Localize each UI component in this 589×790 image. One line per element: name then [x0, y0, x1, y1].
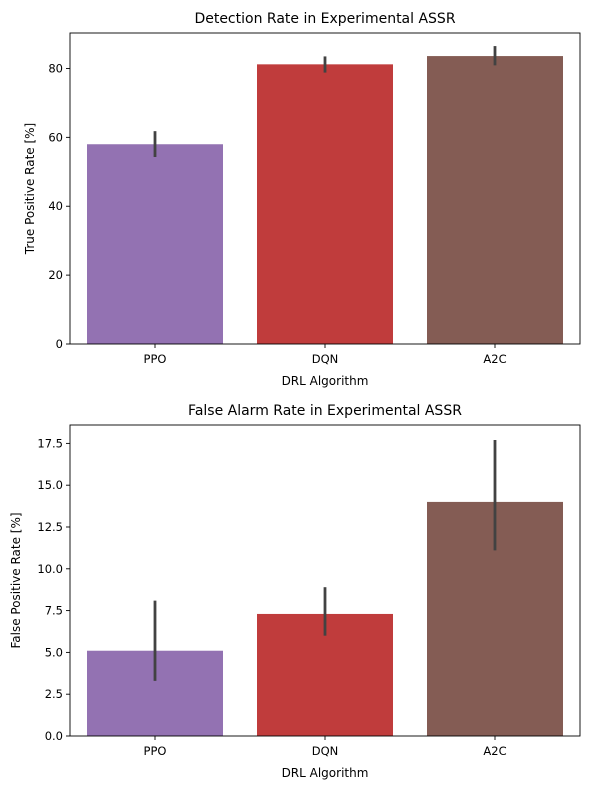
x-tick-label: PPO — [144, 352, 167, 366]
x-tick-label: A2C — [483, 352, 506, 366]
chart-detection-rate: Detection Rate in Experimental ASSR 0 20 4… — [23, 11, 581, 388]
y-tick-label: 20 — [48, 268, 63, 282]
bar — [87, 144, 223, 344]
x-axis-label: DRL Algorithm — [282, 766, 369, 780]
x-tick-label: DQN — [312, 744, 339, 758]
y-tick-label: 12.5 — [37, 520, 63, 534]
y-tick-label: 40 — [48, 199, 63, 213]
chart-title: Detection Rate in Experimental ASSR — [194, 11, 455, 27]
y-tick-label: 80 — [48, 61, 63, 75]
plot-area: 0.0 2.5 5.0 7.5 10.0 12.5 15.0 17.5 PPO DQN A2C — [37, 424, 581, 758]
x-axis-label: DRL Algorithm — [282, 374, 369, 388]
x-tick-label: DQN — [312, 352, 339, 366]
chart-false-alarm-rate: False Alarm Rate in Experimental ASSR 0.… — [9, 403, 581, 780]
bar — [427, 56, 563, 344]
y-tick-label: 0 — [56, 337, 63, 351]
y-tick-label: 60 — [48, 130, 63, 144]
y-axis-label: True Positive Rate [%] — [23, 123, 37, 255]
y-tick-label: 15.0 — [37, 478, 63, 492]
x-tick-label: A2C — [483, 744, 506, 758]
y-tick-label: 17.5 — [37, 436, 63, 450]
y-tick-label: 7.5 — [45, 604, 63, 618]
y-tick-label: 0.0 — [45, 729, 63, 743]
y-tick-label: 5.0 — [45, 645, 63, 659]
chart-title: False Alarm Rate in Experimental ASSR — [188, 403, 462, 419]
y-tick-label: 10.0 — [37, 562, 63, 576]
plot-area: 0 20 40 60 80 PPO DQN A2C — [48, 32, 581, 366]
y-axis-label: False Positive Rate [%] — [9, 512, 23, 648]
x-tick-label: PPO — [144, 744, 167, 758]
y-tick-label: 2.5 — [45, 687, 63, 701]
bar — [257, 64, 393, 344]
